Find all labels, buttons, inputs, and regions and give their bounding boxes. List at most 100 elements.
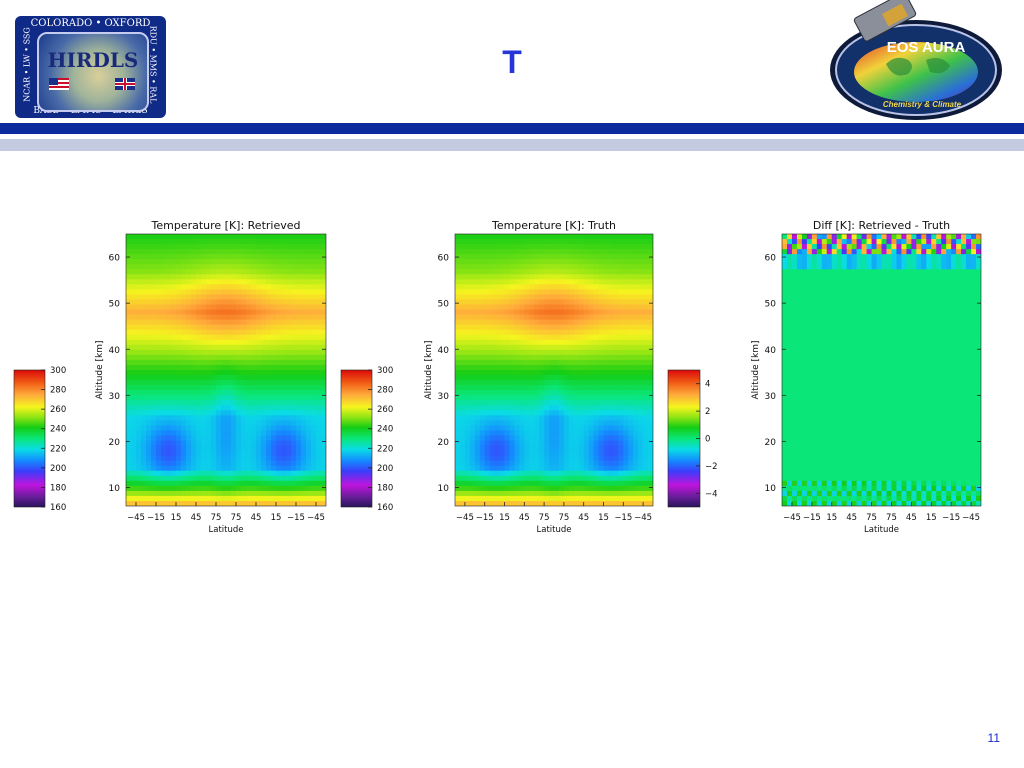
y-tick-label: 20	[438, 438, 450, 448]
colorbar-tick-label: 300	[377, 366, 393, 376]
uk-flag-icon	[115, 78, 135, 90]
slide-title: T	[502, 44, 522, 80]
header-bar-light	[0, 139, 1024, 151]
y-tick-label: 30	[765, 392, 777, 402]
colorbar-tick-label: 180	[50, 483, 66, 493]
colorbar-tick-label: 160	[50, 503, 66, 513]
y-tick-label: 50	[438, 300, 450, 310]
x-tick-label: −15	[147, 513, 165, 523]
x-axis-label: Latitude	[537, 525, 572, 535]
heatmap-field	[782, 234, 981, 506]
x-tick-label: 45	[906, 513, 917, 523]
x-tick-label: 15	[598, 513, 609, 523]
colorbar-gradient	[667, 369, 701, 508]
colorbar-tick-label: 200	[50, 464, 66, 474]
x-tick-label: −45	[307, 513, 325, 523]
colorbar-1: 160 180 200 220 240 260 280 300	[13, 366, 66, 513]
us-flag-icon	[49, 78, 69, 90]
y-tick-label: 20	[765, 438, 777, 448]
colorbar-2: 160 180 200 220 240 260 280 300	[340, 366, 393, 513]
y-tick-label: 30	[109, 392, 121, 402]
colorbar-tick-label: 4	[705, 380, 710, 390]
plot-frame	[125, 233, 327, 507]
colorbar-tick-label: 240	[50, 425, 66, 435]
chart-title: Temperature [K]: Truth	[491, 219, 616, 232]
colorbar-gradient	[13, 369, 46, 508]
heatmap-field	[126, 234, 326, 506]
chart-panel-2: Temperature [K]: Truth 10 20 30 40 50 60 Altitu…	[424, 219, 654, 535]
x-tick-label: 75	[231, 513, 242, 523]
globe-icon: HIRDLS	[37, 32, 149, 112]
colorbar-tick-label: 220	[50, 444, 66, 454]
x-tick-label: 45	[578, 513, 589, 523]
y-tick-label: 30	[438, 392, 450, 402]
x-tick-label: 15	[499, 513, 510, 523]
colorbar-tick-label: 160	[377, 503, 393, 513]
x-axis-label: Latitude	[864, 525, 899, 535]
header-bar-dark	[0, 123, 1024, 134]
colorbar-tick-label: 260	[377, 405, 393, 415]
x-tick-label: −15	[942, 513, 960, 523]
colorbar-3: −4 −2 0 2 4	[667, 369, 718, 508]
aura-logo-name: EOS AURA	[887, 39, 966, 56]
chart-title: Diff [K]: Retrieved - Truth	[813, 219, 950, 232]
plot-frame	[454, 233, 654, 507]
x-tick-label: 45	[519, 513, 530, 523]
x-tick-label: −45	[962, 513, 980, 523]
x-tick-label: −15	[476, 513, 494, 523]
x-tick-label: 15	[271, 513, 282, 523]
x-tick-label: 75	[211, 513, 222, 523]
x-tick-label: 75	[866, 513, 877, 523]
colorbar-tick-label: 220	[377, 444, 393, 454]
y-axis-label: Altitude [km]	[95, 340, 105, 399]
x-tick-label: 15	[171, 513, 182, 523]
y-tick-label: 60	[438, 254, 450, 264]
hirdls-logo-top-text: COLORADO • OXFORD	[30, 18, 151, 29]
colorbar-tick-label: 180	[377, 483, 393, 493]
x-tick-label: −45	[127, 513, 145, 523]
y-tick-label: 50	[109, 300, 121, 310]
x-axis-label: Latitude	[209, 525, 244, 535]
y-tick-label: 10	[438, 484, 450, 494]
x-tick-label: 45	[846, 513, 857, 523]
y-tick-label: 40	[438, 346, 450, 356]
colorbar-tick-label: 280	[50, 386, 66, 396]
x-tick-label: −15	[803, 513, 821, 523]
x-tick-label: −15	[287, 513, 305, 523]
aura-logo-tagline: Chemistry & Climate	[883, 100, 962, 109]
page-number: 11	[987, 731, 1000, 745]
y-tick-label: 20	[109, 438, 121, 448]
colorbar-tick-label: 200	[377, 464, 393, 474]
hirdls-logo-name: HIRDLS	[47, 48, 139, 72]
chart-panel-1: Temperature [K]: Retrieved 10 20 30 40 50 60 Al…	[95, 219, 327, 535]
x-tick-label: 75	[539, 513, 550, 523]
colorbar-tick-label: 2	[705, 407, 710, 417]
y-tick-label: 10	[765, 484, 777, 494]
heatmap-field	[455, 234, 653, 506]
y-tick-label: 60	[109, 254, 121, 264]
colorbar-tick-label: 280	[377, 386, 393, 396]
x-tick-label: −45	[634, 513, 652, 523]
colorbar-tick-label: −4	[705, 489, 718, 499]
y-tick-label: 40	[109, 346, 121, 356]
x-tick-label: 45	[191, 513, 202, 523]
colorbar-tick-label: 300	[50, 366, 66, 376]
x-tick-label: 75	[558, 513, 569, 523]
colorbar-gradient	[340, 369, 373, 508]
x-tick-label: −45	[456, 513, 474, 523]
colorbar-tick-label: 240	[377, 425, 393, 435]
hirdls-logo: COLORADO • OXFORD BASD • LMMS • LMIRIS N…	[15, 16, 166, 118]
y-tick-label: 10	[109, 484, 121, 494]
y-axis-label: Altitude [km]	[751, 340, 761, 399]
y-tick-label: 50	[765, 300, 777, 310]
x-tick-label: 15	[926, 513, 937, 523]
y-tick-label: 60	[765, 254, 777, 264]
x-tick-label: 75	[886, 513, 897, 523]
x-tick-label: −15	[614, 513, 632, 523]
y-tick-label: 40	[765, 346, 777, 356]
chart-panel-3: Diff [K]: Retrieved - Truth 10 20 30 40 50 60 A…	[751, 219, 982, 535]
x-tick-label: 45	[251, 513, 262, 523]
y-axis-label: Altitude [km]	[424, 340, 434, 399]
plot-frame	[781, 233, 982, 507]
